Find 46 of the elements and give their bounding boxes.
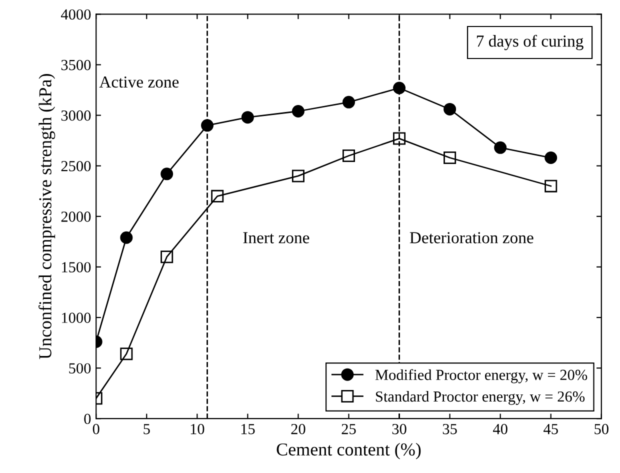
point	[160, 168, 174, 180]
y-tick-label: 3000	[61, 110, 91, 121]
x-tick-label: 50	[594, 424, 608, 434]
y-axis-title: Unconfined compressive strength (kPa)	[38, 74, 56, 360]
point	[342, 96, 355, 108]
point	[160, 250, 174, 264]
x-tick-label: 0	[92, 424, 100, 434]
point	[393, 82, 406, 94]
y-tick-label: 500	[69, 363, 91, 374]
y-tick-label: 2000	[61, 212, 91, 222]
point	[241, 111, 254, 124]
point	[444, 102, 456, 116]
annotation: Inert zone	[243, 232, 310, 244]
point	[544, 180, 558, 192]
point	[201, 119, 214, 132]
y-tick-label: 2500	[61, 160, 91, 172]
point	[393, 132, 406, 145]
point	[120, 231, 133, 244]
x-tick-label: 5	[144, 424, 150, 434]
point	[494, 141, 507, 154]
x-tick-label: 15	[241, 424, 255, 434]
y-tick-label: 4000	[60, 9, 91, 20]
y-tick-label: 0	[84, 414, 91, 424]
y-tick-label: 1000	[62, 312, 91, 323]
x-tick-label: 45	[544, 424, 558, 434]
x-tick-label: 20	[291, 424, 306, 434]
legend-label: Modified Proctor energy, w = 20%	[375, 369, 588, 384]
y-tick-label: 3500	[61, 60, 91, 70]
point	[120, 348, 133, 360]
x-tick-label: 35	[442, 424, 457, 434]
point	[211, 190, 224, 202]
x-tick-label: 30	[392, 424, 406, 434]
point	[544, 152, 558, 164]
annotation: 7 days of curing	[476, 34, 584, 50]
x-tick-label: 40	[493, 424, 508, 434]
y-tick-label: 1500	[62, 262, 91, 272]
point	[292, 170, 304, 182]
x-tick-label: 10	[190, 424, 204, 434]
annotation: Deterioration zone	[410, 232, 534, 244]
x-tick-label: 25	[342, 424, 356, 434]
point	[444, 152, 456, 164]
point	[292, 105, 304, 118]
legend-label: Standard Proctor energy, w = 26%	[376, 390, 585, 405]
x-axis-title: Cement content (%)	[276, 442, 421, 460]
annotation: Active zone	[99, 76, 179, 88]
point	[342, 149, 355, 162]
